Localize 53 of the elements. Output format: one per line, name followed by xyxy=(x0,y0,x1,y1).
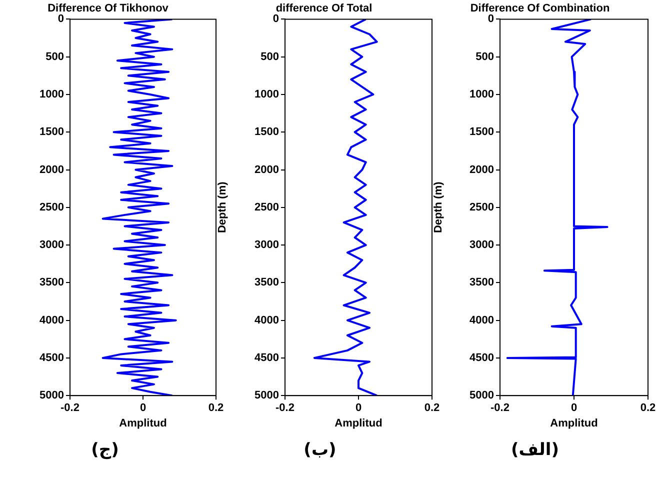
x-axis-title: Amplitud xyxy=(334,417,382,430)
y-tick-label: 0 xyxy=(488,13,494,26)
y-tick-label: 4500 xyxy=(254,352,279,364)
x-tick-label: 0.2 xyxy=(208,402,224,414)
y-tick-label: 1500 xyxy=(254,126,279,138)
y-tick-label: 3500 xyxy=(470,276,494,289)
x-axis-title: Amplitud xyxy=(550,417,598,430)
y-tick-label: 1500 xyxy=(470,126,494,138)
y-tick-label: 3500 xyxy=(254,276,279,289)
y-tick-label: 4500 xyxy=(470,352,494,364)
x-tick-label: 0.2 xyxy=(424,402,440,414)
x-axis-title: Amplitud xyxy=(119,417,167,430)
text: (ج) xyxy=(90,440,120,460)
y-tick-label: 2000 xyxy=(40,164,64,176)
y-tick-label: 3000 xyxy=(254,239,279,252)
y-tick-label: 4000 xyxy=(254,314,279,326)
x-tick-label: -0.2 xyxy=(276,402,294,414)
y-tick-label: 2500 xyxy=(470,201,494,214)
y-tick-label: 1000 xyxy=(470,88,494,101)
y-tick-label: 1000 xyxy=(254,88,279,101)
text: (الف) xyxy=(510,440,560,460)
y-axis-title: Depth (m) xyxy=(432,181,445,234)
x-tick-label: -0.2 xyxy=(490,402,510,414)
x-tick-label: 0 xyxy=(570,402,578,414)
y-tick-label: 2000 xyxy=(254,164,279,176)
x-tick-label: 0 xyxy=(355,402,362,414)
text: (ب) xyxy=(302,440,338,460)
y-tick-label: 500 xyxy=(476,50,494,63)
x-tick-label: 0 xyxy=(140,402,146,414)
y-tick-label: 4000 xyxy=(470,314,494,326)
y-tick-label: 2500 xyxy=(254,201,279,214)
y-tick-label: 2000 xyxy=(470,164,494,176)
y-tick-label: 4500 xyxy=(40,352,64,364)
y-tick-label: 3000 xyxy=(40,239,64,252)
y-tick-label: 500 xyxy=(260,50,279,63)
y-tick-label: 1500 xyxy=(40,126,64,138)
y-tick-label: 2500 xyxy=(40,201,64,214)
x-tick-label: -0.2 xyxy=(60,402,80,414)
x-tick-label: 0.2 xyxy=(640,402,656,414)
y-tick-label: 0 xyxy=(272,13,279,26)
y-tick-label: 4000 xyxy=(40,314,64,326)
y-tick-label: 5000 xyxy=(40,390,64,402)
y-tick-label: 3500 xyxy=(40,276,64,289)
y-tick-label: 3000 xyxy=(470,239,494,252)
y-tick-label: 0 xyxy=(58,13,64,26)
y-axis-title: Depth (m) xyxy=(216,181,229,234)
chart-title: Difference Of Combination xyxy=(470,2,610,15)
chart-title: difference Of Total xyxy=(276,2,372,15)
y-tick-label: 1000 xyxy=(40,88,64,101)
y-tick-label: 500 xyxy=(46,50,64,63)
chart-title: Difference Of Tikhonov xyxy=(48,2,170,15)
y-tick-label: 5000 xyxy=(470,390,494,402)
y-tick-label: 5000 xyxy=(254,390,279,402)
